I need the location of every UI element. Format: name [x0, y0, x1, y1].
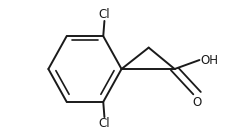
Text: O: O [192, 96, 202, 109]
Text: OH: OH [201, 54, 219, 67]
Text: Cl: Cl [99, 117, 110, 130]
Text: Cl: Cl [99, 8, 110, 21]
